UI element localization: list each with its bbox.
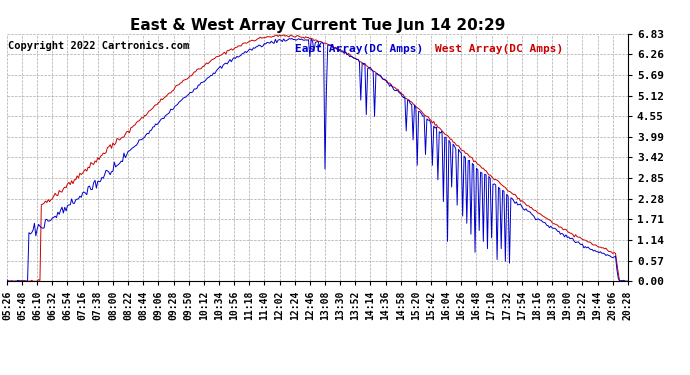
Text: Copyright 2022 Cartronics.com: Copyright 2022 Cartronics.com [8,41,189,51]
Title: East & West Array Current Tue Jun 14 20:29: East & West Array Current Tue Jun 14 20:… [130,18,505,33]
Legend: East Array(DC Amps), West Array(DC Amps): East Array(DC Amps), West Array(DC Amps) [291,39,567,58]
